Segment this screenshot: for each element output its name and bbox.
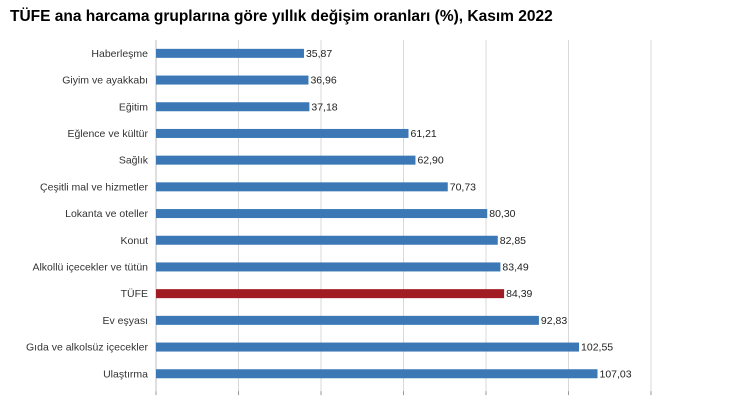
value-label: 80,30 (489, 208, 515, 220)
value-label: 83,49 (502, 261, 528, 273)
category-label: Sağlık (119, 155, 149, 167)
bar (156, 75, 309, 85)
category-label: Konut (121, 235, 149, 247)
value-label: 107,03 (599, 368, 631, 380)
bar (156, 262, 501, 272)
chart-title: TÜFE ana harcama gruplarına göre yıllık … (10, 8, 553, 25)
bar (156, 48, 304, 58)
value-label: 70,73 (450, 181, 476, 193)
category-label: Çeşitli mal ve hizmetler (40, 181, 148, 193)
category-label: Ev eşyası (102, 315, 148, 327)
value-label: 84,39 (506, 288, 532, 300)
category-label: Haberleşme (91, 48, 148, 60)
category-label: Ulaştırma (103, 368, 148, 380)
bar (156, 102, 310, 112)
bar (156, 155, 416, 165)
bar (156, 342, 580, 352)
bar (156, 128, 409, 138)
category-label: Giyim ve ayakkabı (62, 75, 148, 87)
bar (156, 369, 598, 379)
value-label: 36,96 (310, 75, 336, 87)
bar (156, 315, 539, 325)
bar (156, 235, 498, 245)
category-label: Alkollü içecekler ve tütün (32, 261, 148, 273)
value-label: 35,87 (306, 48, 332, 60)
category-label: Lokanta ve oteller (65, 208, 148, 220)
bar (156, 209, 488, 219)
bar (156, 182, 448, 192)
category-label: TÜFE (121, 288, 148, 300)
category-label: Gıda ve alkolsüz içecekler (26, 342, 148, 354)
value-label: 61,21 (410, 128, 436, 140)
value-label: 37,18 (311, 101, 337, 113)
value-label: 92,83 (541, 315, 567, 327)
category-label: Eğlence ve kültür (67, 128, 148, 140)
value-label: 102,55 (581, 342, 613, 354)
value-label: 62,90 (417, 155, 443, 167)
bar-highlight (156, 289, 505, 299)
value-label: 82,85 (500, 235, 526, 247)
category-label: Eğitim (119, 101, 148, 113)
